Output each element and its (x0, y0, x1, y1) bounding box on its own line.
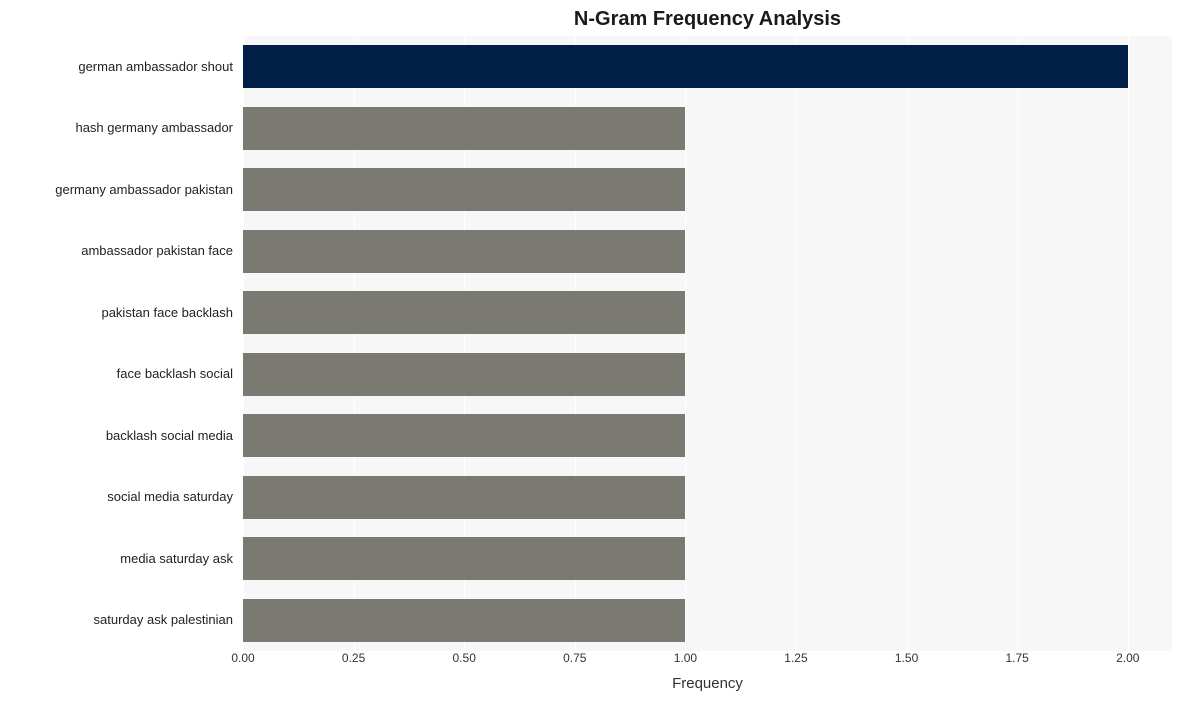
y-tick-label: germany ambassador pakistan (0, 183, 233, 197)
bar (243, 353, 685, 396)
x-tick-label: 0.25 (342, 651, 365, 665)
x-tick-label: 1.50 (895, 651, 918, 665)
y-tick-label: face backlash social (0, 367, 233, 381)
y-tick-label: saturday ask palestinian (0, 613, 233, 627)
bar (243, 537, 685, 580)
x-tick-label: 1.25 (784, 651, 807, 665)
bar (243, 107, 685, 150)
y-tick-label: pakistan face backlash (0, 306, 233, 320)
bar (243, 599, 685, 642)
x-axis-title: Frequency (243, 675, 1172, 692)
bar (243, 414, 685, 457)
chart-title: N-Gram Frequency Analysis (243, 8, 1172, 31)
bars-layer (243, 36, 1172, 651)
x-tick-label: 0.50 (453, 651, 476, 665)
bar (243, 230, 685, 273)
x-tick-label: 2.00 (1116, 651, 1139, 665)
x-tick-label: 0.00 (231, 651, 254, 665)
x-axis: Frequency 0.000.250.500.751.001.251.501.… (243, 651, 1172, 701)
y-tick-label: ambassador pakistan face (0, 244, 233, 258)
bar (243, 476, 685, 519)
y-tick-label: backlash social media (0, 429, 233, 443)
ngram-chart: N-Gram Frequency Analysis german ambassa… (0, 0, 1182, 701)
x-tick-label: 1.75 (1005, 651, 1028, 665)
y-axis-labels: german ambassador shout hash germany amba… (0, 36, 238, 651)
x-tick-label: 0.75 (563, 651, 586, 665)
bar (243, 45, 1128, 88)
bar (243, 168, 685, 211)
y-tick-label: german ambassador shout (0, 60, 233, 74)
plot-area (243, 36, 1172, 651)
bar (243, 291, 685, 334)
y-tick-label: media saturday ask (0, 552, 233, 566)
y-tick-label: hash germany ambassador (0, 121, 233, 135)
y-tick-label: social media saturday (0, 490, 233, 504)
x-tick-label: 1.00 (674, 651, 697, 665)
